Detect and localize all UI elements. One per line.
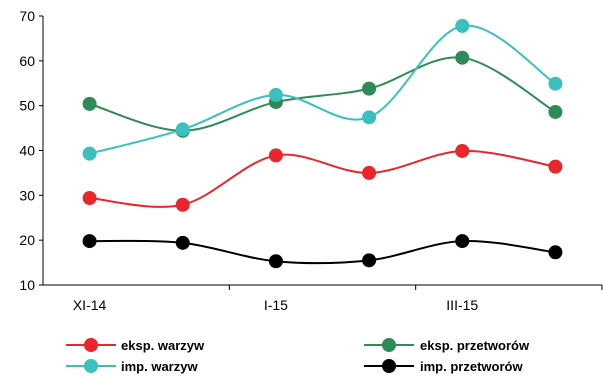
legend-marker xyxy=(382,359,396,373)
legend-marker xyxy=(84,359,98,373)
legend-label: eksp. warzyw xyxy=(121,338,205,353)
series-line xyxy=(89,239,556,265)
data-point xyxy=(362,253,377,268)
legend-label: eksp. przetworów xyxy=(420,338,530,353)
data-point xyxy=(455,50,470,65)
legend-item: eksp. warzyw xyxy=(66,338,205,353)
series-3 xyxy=(82,234,563,269)
series-line xyxy=(89,24,556,155)
legend-label: imp. przetworów xyxy=(420,359,523,374)
y-tick-label: 70 xyxy=(19,8,35,24)
y-tick-label: 10 xyxy=(19,277,35,293)
legend-item: imp. przetworów xyxy=(364,359,523,374)
series-line xyxy=(89,56,556,132)
series-layer xyxy=(82,18,563,269)
data-point xyxy=(175,197,190,212)
legend-item: imp. warzyw xyxy=(66,359,198,374)
y-tick-label: 60 xyxy=(19,53,35,69)
y-tick-label: 50 xyxy=(19,98,35,114)
x-tick-label: I-15 xyxy=(264,297,288,313)
series-2 xyxy=(82,18,563,161)
legend: eksp. warzyw eksp. przetworów imp. warzyw i… xyxy=(66,338,530,374)
data-point xyxy=(175,235,190,250)
data-point xyxy=(82,96,97,111)
x-tick-label: XI-14 xyxy=(73,297,107,313)
data-point xyxy=(455,18,470,33)
legend-label: imp. warzyw xyxy=(121,359,198,374)
series-1 xyxy=(82,50,563,138)
legend-marker xyxy=(84,338,98,352)
data-point xyxy=(268,87,283,102)
data-point xyxy=(362,110,377,125)
data-point xyxy=(268,148,283,163)
series-line xyxy=(89,149,556,208)
data-point xyxy=(455,143,470,158)
data-point xyxy=(362,165,377,180)
data-point xyxy=(82,234,97,249)
data-point xyxy=(82,146,97,161)
series-0 xyxy=(82,143,563,212)
y-tick-label: 40 xyxy=(19,143,35,159)
y-tick-label: 20 xyxy=(19,232,35,248)
data-point xyxy=(175,122,190,137)
y-tick-label: 30 xyxy=(19,187,35,203)
x-tick-label: III-15 xyxy=(446,297,478,313)
data-point xyxy=(82,191,97,206)
legend-marker xyxy=(382,338,396,352)
data-point xyxy=(455,234,470,249)
legend-item: eksp. przetworów xyxy=(364,338,530,353)
data-point xyxy=(548,104,563,119)
data-point xyxy=(548,76,563,91)
data-point xyxy=(548,159,563,174)
data-point xyxy=(548,245,563,260)
axes: 10 20 30 40 50 60 70 XI-14 I-15 III-15 xyxy=(19,8,603,313)
data-point xyxy=(362,81,377,96)
data-point xyxy=(268,254,283,269)
